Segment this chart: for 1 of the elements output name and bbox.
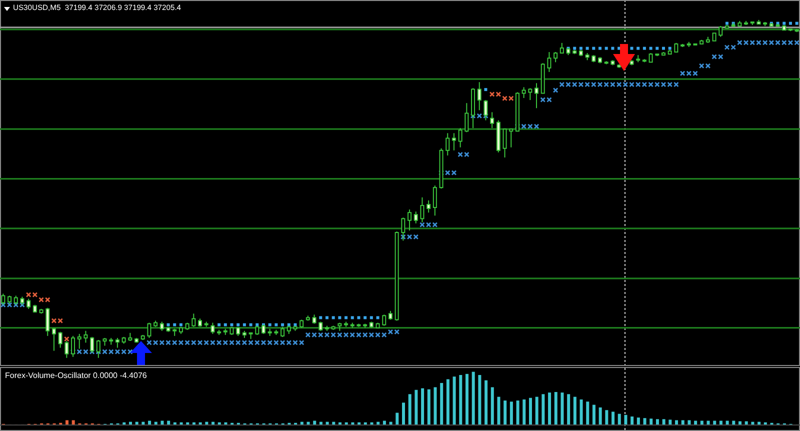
chart-title: Forex-Volume-Oscillator 0.0000 -4.4076 <box>5 371 147 381</box>
